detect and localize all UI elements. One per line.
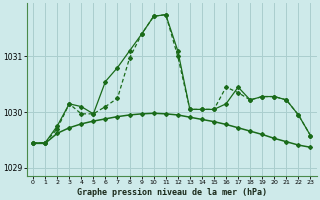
X-axis label: Graphe pression niveau de la mer (hPa): Graphe pression niveau de la mer (hPa) [77, 188, 267, 197]
